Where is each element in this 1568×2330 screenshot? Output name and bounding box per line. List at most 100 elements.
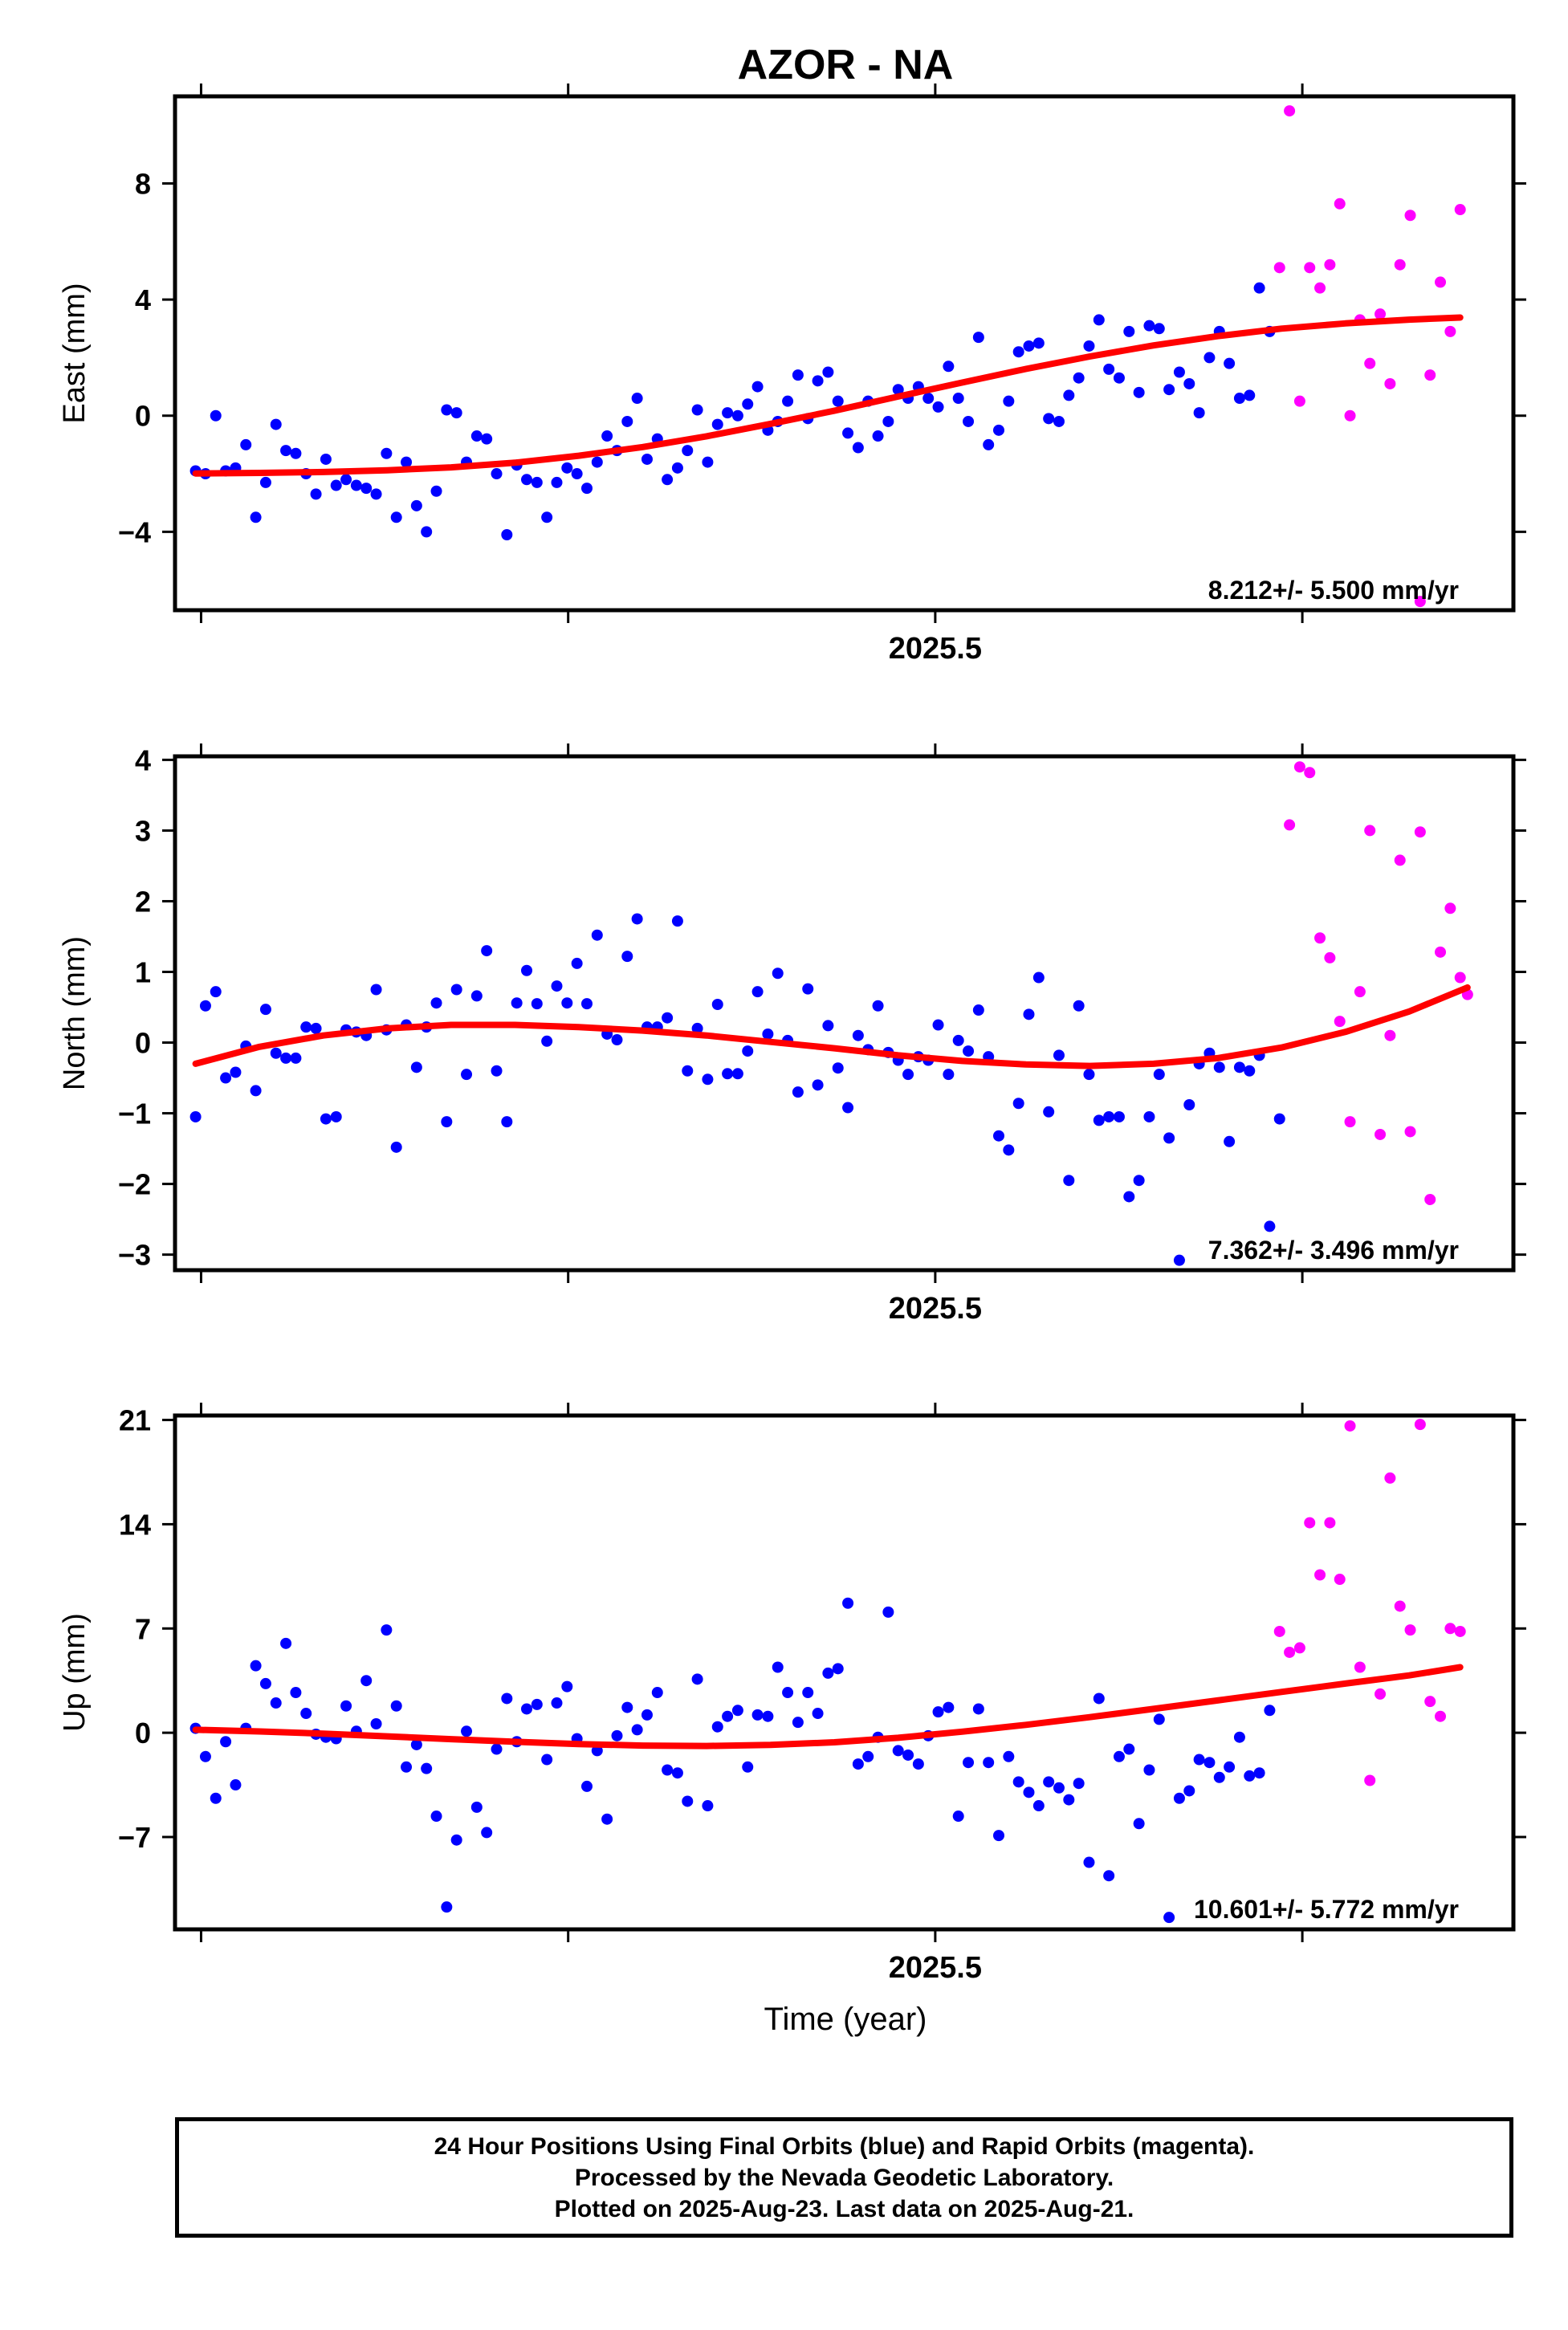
- trend-fit-line: [192, 1664, 1464, 1750]
- x-tick-label: 2025.5: [889, 1292, 982, 1326]
- final-orbit-point: [430, 485, 442, 497]
- rapid-orbit-point: [1304, 262, 1316, 274]
- final-orbit-point: [300, 1708, 312, 1720]
- y-tick-label: −7: [118, 1821, 151, 1854]
- final-orbit-point: [912, 1758, 924, 1770]
- final-orbit-point: [270, 1047, 282, 1059]
- final-orbit-point: [210, 409, 222, 422]
- final-orbit-point: [1073, 1778, 1085, 1790]
- final-orbit-point: [551, 980, 563, 992]
- final-orbit-point: [1253, 282, 1265, 294]
- y-tick-label: 4: [135, 283, 151, 316]
- final-orbit-point: [561, 997, 573, 1009]
- final-orbit-point: [441, 404, 453, 416]
- final-orbit-point: [631, 393, 643, 405]
- final-orbit-point: [932, 1019, 944, 1031]
- final-orbit-point: [250, 1660, 262, 1672]
- final-orbit-point: [842, 1102, 854, 1114]
- final-orbit-point: [1003, 1750, 1015, 1762]
- final-orbit-point: [1113, 1750, 1125, 1762]
- final-orbit-point: [731, 409, 743, 422]
- final-orbit-point: [691, 1022, 703, 1034]
- velocity-rate-label: 8.212+/- 5.500 mm/yr: [1208, 576, 1459, 605]
- y-tick-label: 7: [135, 1612, 151, 1645]
- final-orbit-point: [932, 1706, 944, 1718]
- final-orbit-point: [270, 1697, 282, 1709]
- final-orbit-point: [1023, 1786, 1035, 1798]
- final-orbit-point: [983, 438, 995, 450]
- rapid-orbit-point: [1354, 1661, 1366, 1673]
- final-orbit-point: [481, 945, 493, 957]
- final-orbit-point: [491, 1743, 503, 1755]
- final-orbit-point: [1153, 1713, 1165, 1725]
- final-orbit-point: [370, 488, 382, 500]
- final-orbit-point: [782, 1687, 794, 1699]
- final-orbit-point: [792, 1086, 804, 1098]
- final-orbit-point: [1123, 1191, 1135, 1203]
- y-axis-label: North (mm): [58, 936, 92, 1090]
- final-orbit-point: [290, 1052, 302, 1064]
- final-orbit-point: [561, 1680, 573, 1693]
- final-orbit-point: [410, 1738, 422, 1750]
- plot-frame: [173, 754, 1516, 1273]
- final-orbit-point: [300, 1021, 312, 1033]
- final-orbit-point: [501, 1693, 513, 1705]
- final-orbit-point: [1163, 1132, 1175, 1144]
- final-orbit-point: [290, 1687, 302, 1699]
- final-orbit-point: [591, 456, 603, 468]
- final-orbit-point: [580, 998, 593, 1010]
- final-orbit-point: [751, 986, 764, 998]
- final-orbit-point: [1003, 395, 1015, 407]
- final-orbit-point: [1023, 1008, 1035, 1020]
- rapid-orbit-point: [1384, 377, 1396, 389]
- y-tick-label: −1: [118, 1098, 151, 1130]
- rapid-orbit-point: [1404, 1624, 1416, 1636]
- final-orbit-point: [1073, 372, 1085, 384]
- final-orbit-point: [481, 433, 493, 445]
- final-orbit-point: [1183, 1099, 1195, 1111]
- final-orbit-point: [671, 1767, 683, 1779]
- final-orbit-point: [531, 998, 543, 1010]
- final-orbit-point: [1143, 1764, 1155, 1776]
- rapid-orbit-point: [1334, 198, 1346, 210]
- footer-note-box: 24 Hour Positions Using Final Orbits (bl…: [175, 2117, 1513, 2238]
- final-orbit-point: [872, 430, 884, 442]
- final-orbit-point: [631, 913, 643, 925]
- final-orbit-point: [822, 1667, 834, 1679]
- final-orbit-point: [1233, 1061, 1245, 1073]
- final-orbit-point: [259, 1677, 271, 1689]
- final-orbit-point: [952, 1811, 964, 1823]
- final-orbit-point: [1123, 1743, 1135, 1755]
- final-orbit-point: [651, 1687, 663, 1699]
- final-orbit-point: [1032, 337, 1045, 349]
- final-orbit-point: [852, 442, 864, 454]
- x-tick-label: 2025.5: [889, 632, 982, 666]
- final-orbit-point: [410, 1061, 422, 1073]
- rapid-orbit-point: [1284, 1646, 1296, 1658]
- final-orbit-point: [491, 468, 503, 480]
- final-orbit-point: [199, 1750, 211, 1762]
- final-orbit-point: [250, 1085, 262, 1097]
- final-orbit-point: [902, 1069, 914, 1081]
- final-orbit-point: [1063, 389, 1075, 401]
- final-orbit-point: [531, 1698, 543, 1710]
- final-orbit-point: [591, 929, 603, 941]
- final-orbit-point: [943, 1701, 955, 1713]
- rapid-orbit-point: [1444, 325, 1456, 337]
- rapid-orbit-point: [1304, 1517, 1316, 1529]
- final-orbit-point: [832, 1663, 844, 1675]
- final-orbit-point: [722, 1710, 734, 1722]
- final-orbit-point: [250, 511, 262, 523]
- final-orbit-point: [1224, 1761, 1236, 1773]
- final-orbit-point: [1093, 1693, 1105, 1705]
- y-tick-label: −4: [118, 515, 151, 548]
- rapid-orbit-point: [1454, 1625, 1466, 1637]
- final-orbit-point: [1233, 1731, 1245, 1743]
- final-orbit-point: [541, 511, 553, 523]
- final-orbit-point: [220, 1072, 232, 1084]
- y-tick-label: 21: [119, 1404, 151, 1437]
- final-orbit-point: [892, 384, 904, 396]
- rapid-orbit-point: [1293, 1642, 1305, 1654]
- final-orbit-point: [742, 1761, 754, 1773]
- rapid-orbit-point: [1435, 276, 1447, 288]
